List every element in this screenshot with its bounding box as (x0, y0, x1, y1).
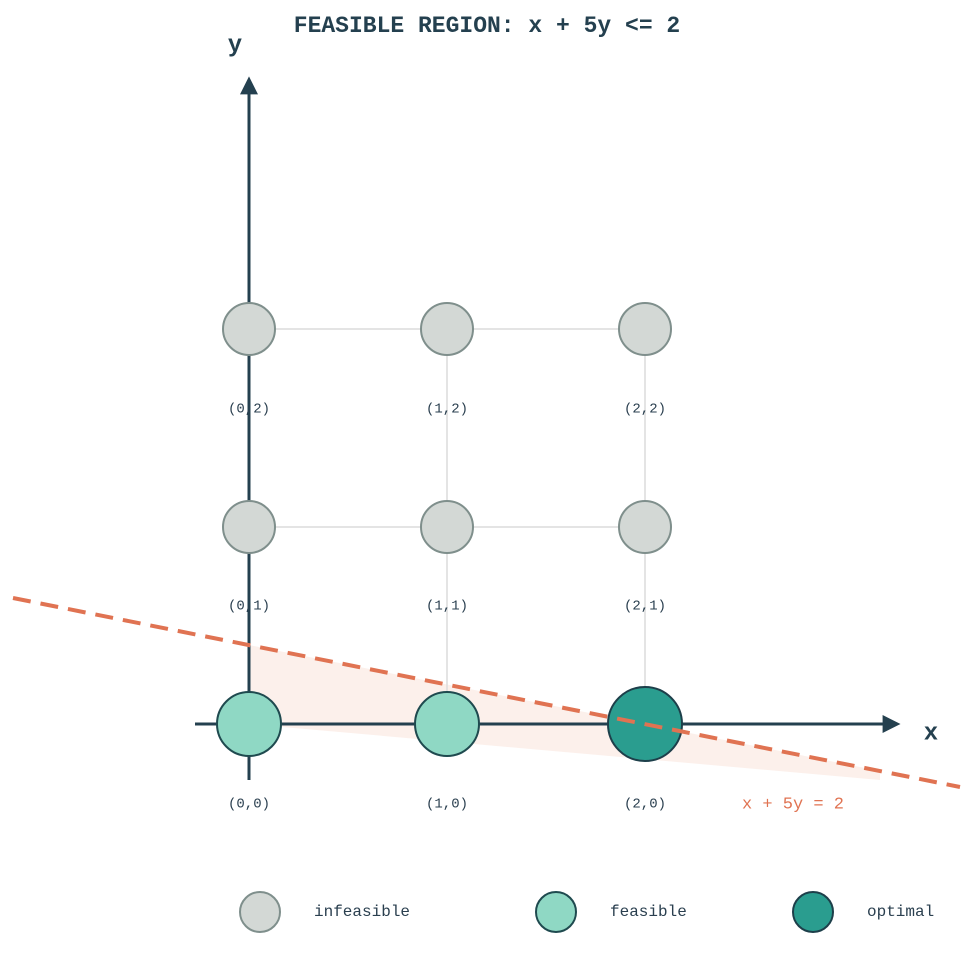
point (414, 691, 480, 757)
point (216, 691, 282, 757)
point (222, 500, 276, 554)
legend-label: infeasible (314, 903, 410, 921)
point (222, 302, 276, 356)
point-label: (2,1) (624, 599, 666, 615)
y-axis-label: y (228, 32, 242, 59)
constraint-line (12, 596, 961, 789)
point-label: (0,0) (228, 797, 270, 813)
constraint-label: x + 5y = 2 (742, 795, 844, 814)
point-label: (2,0) (624, 797, 666, 813)
point (420, 302, 474, 356)
point-label: (1,2) (426, 402, 468, 418)
feasible-region (249, 645, 880, 780)
x-axis-label: x (924, 720, 938, 747)
point-label: (0,2) (228, 402, 270, 418)
point-label: (0,1) (228, 599, 270, 615)
point (618, 302, 672, 356)
legend-label: optimal (867, 903, 934, 921)
point-label: (2,2) (624, 402, 666, 418)
point (618, 500, 672, 554)
point (420, 500, 474, 554)
point-labels: (0,2) (1,2) (2,2) (0,1) (1,1) (2,1) (0,0… (228, 402, 666, 813)
legend-swatch (792, 891, 834, 933)
legend-label: feasible (610, 903, 687, 921)
legend: infeasible feasible optimal (239, 891, 934, 933)
title: FEASIBLE REGION: x + 5y <= 2 (294, 13, 680, 39)
legend-swatch (535, 891, 577, 933)
point-label: (1,1) (426, 599, 468, 615)
points (216, 302, 683, 762)
point-label: (1,0) (426, 797, 468, 813)
legend-swatch (239, 891, 281, 933)
